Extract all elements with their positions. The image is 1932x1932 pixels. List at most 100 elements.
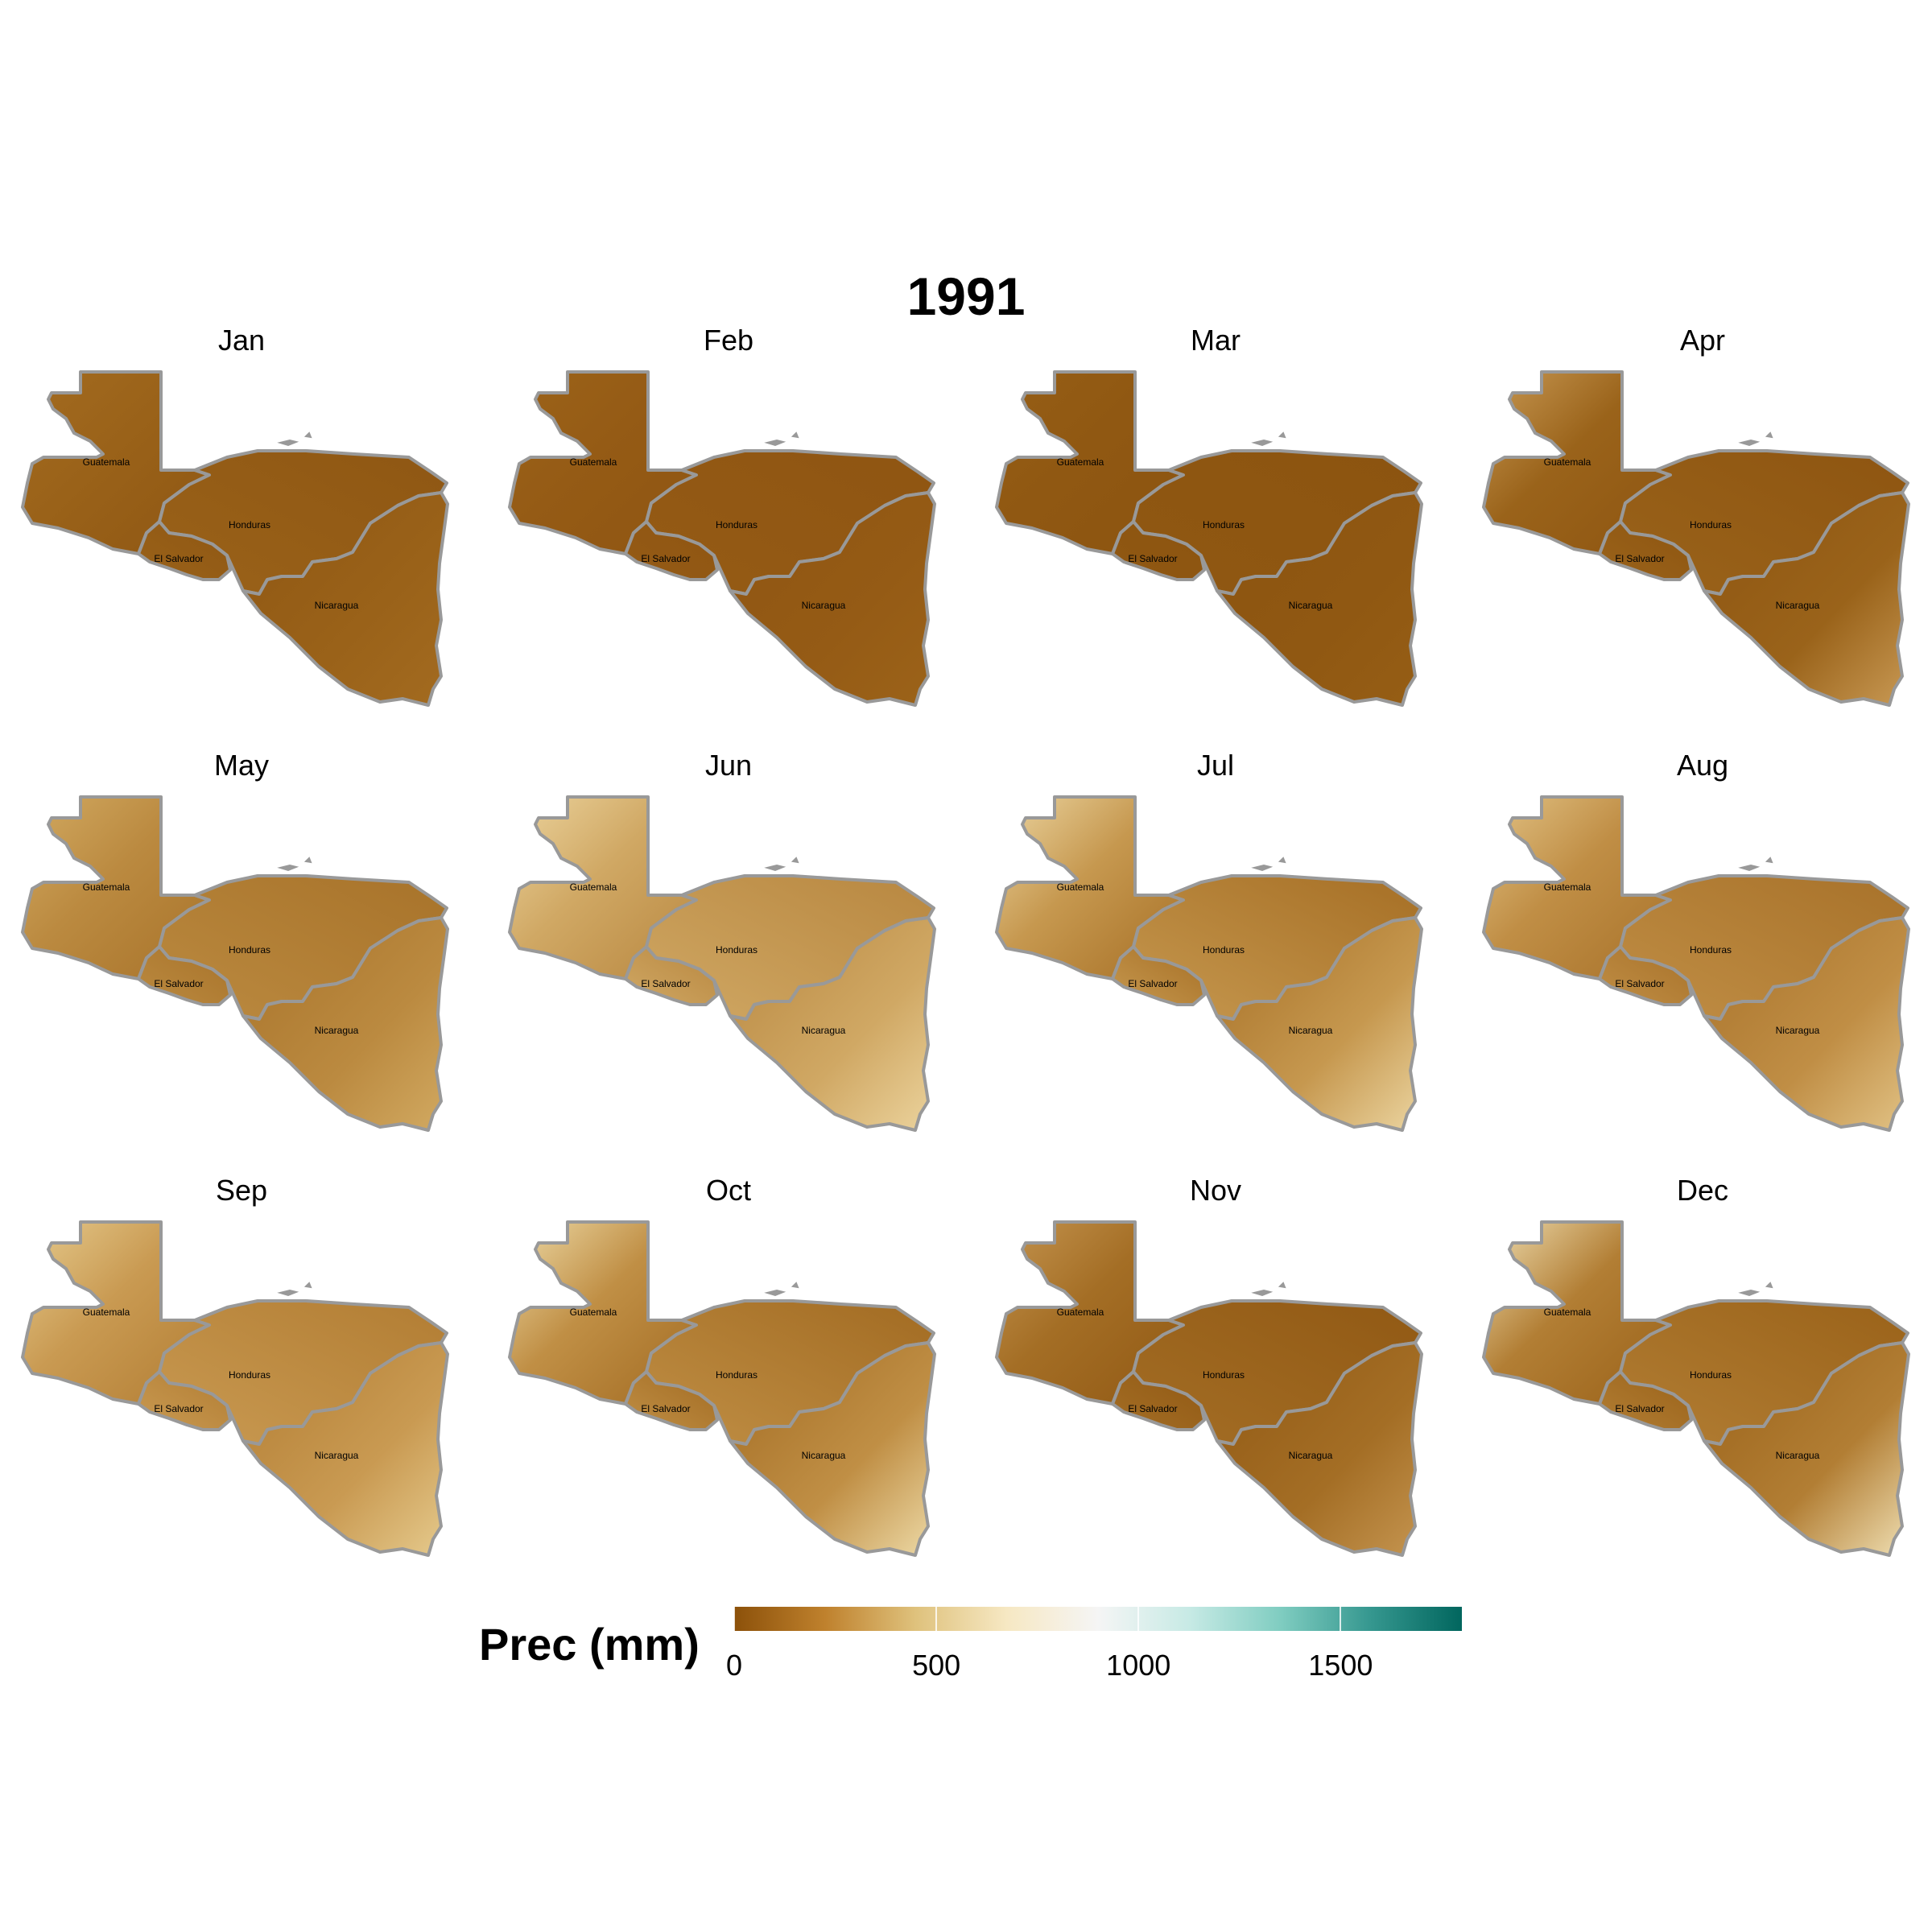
country-label: Nicaragua [1776,1025,1820,1036]
nicaragua-region [729,1341,936,1557]
bay-island-2 [791,857,799,864]
precipitation-map: Guatemala Honduras El Salvador Nicaragua [508,370,936,707]
country-label: Guatemala [1544,881,1591,893]
country-label: Guatemala [570,881,617,893]
bay-island-1 [1738,864,1761,872]
country-label: Nicaragua [1289,1450,1333,1461]
bay-island-2 [1278,431,1286,439]
country-label: Guatemala [570,1307,617,1318]
country-label: El Salvador [1615,1403,1664,1414]
map-panel-feb: Feb Guatemala Honduras El Salvador Nicaragua [503,324,954,726]
country-label: El Salvador [1615,978,1664,989]
el-salvador-region [137,945,232,1006]
nicaragua-region [1216,491,1423,707]
bay-island-2 [303,431,312,439]
country-label: El Salvador [1128,978,1177,989]
el-salvador-region [1598,1370,1693,1431]
bay-island-1 [764,864,786,872]
country-label: El Salvador [154,553,203,564]
nicaragua-region [242,491,449,707]
country-label: Nicaragua [802,1450,846,1461]
bay-island-1 [277,864,299,872]
bay-island-2 [1278,857,1286,864]
country-label: Guatemala [1544,456,1591,468]
el-salvador-region [1598,945,1693,1006]
el-salvador-region [624,1370,719,1431]
precipitation-map: Guatemala Honduras El Salvador Nicaragua [21,370,449,707]
map-panel-aug: Aug Guatemala Honduras El Salvador Nicaragua [1477,749,1928,1151]
bay-island-1 [277,439,299,447]
country-label: El Salvador [1128,553,1177,564]
country-label: El Salvador [1615,553,1664,564]
country-label: Guatemala [83,881,130,893]
bay-island-1 [1251,439,1274,447]
country-label: Honduras [716,944,758,956]
bay-island-2 [303,1282,312,1289]
map-panel-dec: Dec Guatemala Honduras El Salvador Nicaragua [1477,1174,1928,1576]
panel-title: Jul [1196,749,1235,782]
panel-title: Oct [705,1174,751,1207]
country-label: El Salvador [1128,1403,1177,1414]
panel-title: May [213,749,269,782]
bay-island-2 [1278,1282,1286,1289]
precipitation-map: Guatemala Honduras El Salvador Nicaragua [995,370,1423,707]
el-salvador-region [1111,520,1206,581]
map-panel-jan: Jan Guatemala Honduras El Salvador Nicaragua [16,324,467,726]
map-panel-oct: Oct Guatemala Honduras El Salvador Nicaragua [503,1174,954,1576]
country-label: Honduras [229,519,270,530]
map-panel-may: May Guatemala Honduras El Salvador Nicaragua [16,749,467,1151]
country-label: Nicaragua [1289,1025,1333,1036]
panel-title: Feb [703,324,754,357]
bay-island-2 [1765,857,1773,864]
bay-island-1 [277,1289,299,1297]
map-panel-mar: Mar Guatemala Honduras El Salvador Nicaragua [990,324,1441,726]
bay-island-2 [791,1282,799,1289]
el-salvador-region [137,520,232,581]
panel-title: Jan [217,324,266,357]
nicaragua-region [729,491,936,707]
figure-title: 1991 [906,266,1026,326]
country-label: El Salvador [641,978,690,989]
country-label: Nicaragua [802,1025,846,1036]
nicaragua-region [1703,491,1910,707]
bay-island-1 [1251,864,1274,872]
el-salvador-region [137,1370,232,1431]
bay-island-2 [1765,431,1773,439]
country-label: Guatemala [83,456,130,468]
precipitation-map: Guatemala Honduras El Salvador Nicaragua [508,1220,936,1557]
country-label: Honduras [716,519,758,530]
country-label: Honduras [229,1369,270,1381]
panel-title: Mar [1191,324,1241,357]
bay-island-1 [764,439,786,447]
country-label: Nicaragua [802,600,846,611]
map-panel-sep: Sep Guatemala Honduras El Salvador Nicaragua [16,1174,467,1576]
country-label: Honduras [229,944,270,956]
bay-island-2 [791,431,799,439]
country-label: Honduras [1690,944,1732,956]
el-salvador-region [1598,520,1693,581]
bay-island-2 [1765,1282,1773,1289]
precipitation-map: Guatemala Honduras El Salvador Nicaragua [1482,370,1910,707]
panel-title: Dec [1676,1174,1729,1207]
precipitation-map: Guatemala Honduras El Salvador Nicaragua [21,795,449,1132]
panel-title: Sep [215,1174,268,1207]
country-label: Guatemala [1544,1307,1591,1318]
country-label: El Salvador [641,553,690,564]
country-label: Nicaragua [315,1025,359,1036]
nicaragua-region [242,916,449,1132]
nicaragua-region [1703,1341,1910,1557]
country-label: Guatemala [1057,1307,1104,1318]
country-label: Nicaragua [1776,1450,1820,1461]
bay-island-1 [1738,439,1761,447]
map-panel-jul: Jul Guatemala Honduras El Salvador Nicaragua [990,749,1441,1151]
country-label: Guatemala [83,1307,130,1318]
country-label: Guatemala [1057,456,1104,468]
panel-title: Nov [1189,1174,1242,1207]
el-salvador-region [1111,1370,1206,1431]
map-panel-nov: Nov Guatemala Honduras El Salvador Nicaragua [990,1174,1441,1576]
precipitation-map: Guatemala Honduras El Salvador Nicaragua [508,795,936,1132]
country-label: Honduras [1203,1369,1245,1381]
el-salvador-region [1111,945,1206,1006]
country-label: Nicaragua [315,1450,359,1461]
